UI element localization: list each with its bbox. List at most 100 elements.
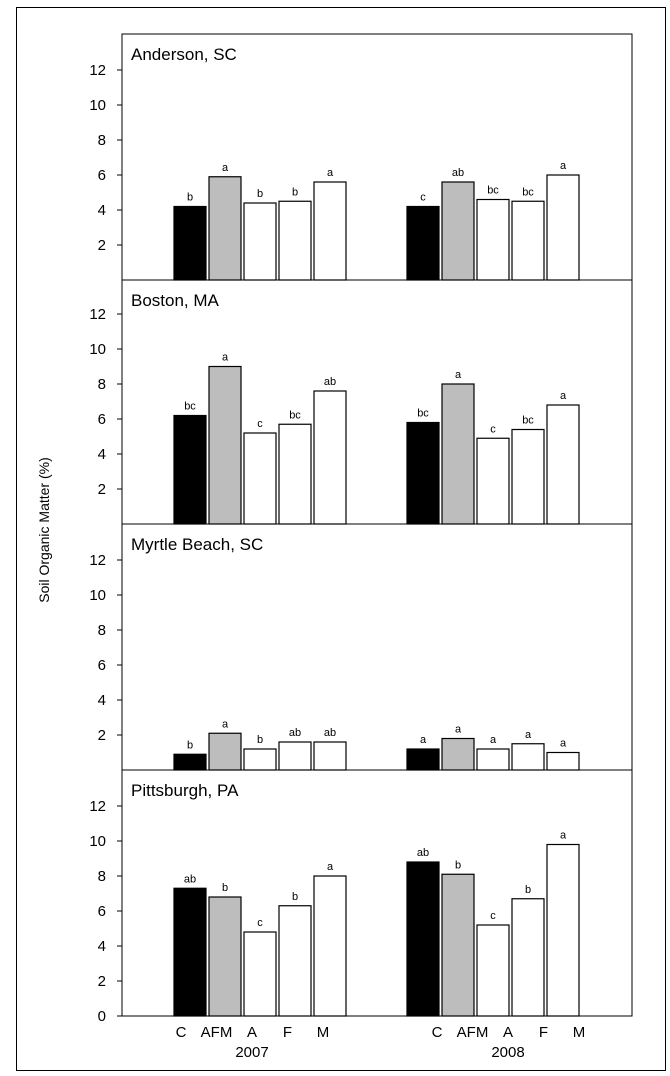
panel-3-title: Pittsburgh, PA <box>131 781 239 800</box>
panel-1-ytick-label-10: 10 <box>89 341 106 358</box>
bar-3-2007-C <box>173 887 207 1017</box>
x-tick-label-2007-A: A <box>247 1024 257 1041</box>
sig-label-3-2007-C: ab <box>184 873 196 885</box>
x-tick-label-2008-AFM: AFM <box>457 1024 489 1041</box>
x-tick-label-2007-M: M <box>317 1024 330 1041</box>
bar-2-2008-AFM <box>441 737 475 771</box>
sig-label-1-2008-F: bc <box>522 415 534 427</box>
sig-label-2-2008-AFM: a <box>455 724 462 736</box>
bar-2-2007-AFM <box>208 732 242 771</box>
bar-2-2007-M <box>313 741 347 771</box>
panel-0-ytick-label-8: 8 <box>98 132 106 149</box>
bar-1-2007-A <box>243 432 277 525</box>
sig-label-0-2008-C: c <box>420 192 426 204</box>
panel-2-ytick-label-4: 4 <box>98 692 106 709</box>
panel-2-ytick-label-8: 8 <box>98 622 106 639</box>
sig-label-3-2008-F: b <box>525 884 531 896</box>
sig-label-0-2008-AFM: ab <box>452 167 464 179</box>
bar-0-2007-AFM <box>208 176 242 281</box>
sig-label-1-2007-AFM: a <box>222 352 229 364</box>
panel-0-ytick-label-10: 10 <box>89 97 106 114</box>
x-year-label-2007: 2007 <box>235 1044 268 1061</box>
bar-0-2008-F <box>511 200 545 281</box>
bar-2-2008-M <box>546 751 580 771</box>
bar-1-2007-AFM <box>208 365 242 525</box>
x-tick-label-2008-M: M <box>573 1024 586 1041</box>
panel-1-ytick-label-6: 6 <box>98 411 106 428</box>
panel-2-title: Myrtle Beach, SC <box>131 535 263 554</box>
bar-0-2008-AFM <box>441 181 475 281</box>
y-axis-label: Soil Organic Matter (%) <box>36 457 52 602</box>
panel-1-title: Boston, MA <box>131 291 220 310</box>
bar-3-2007-M <box>313 875 347 1017</box>
bar-0-2007-M <box>313 181 347 281</box>
bar-1-2007-C <box>173 414 207 525</box>
sig-label-2-2007-M: ab <box>324 727 336 739</box>
sig-label-2-2007-AFM: a <box>222 718 229 730</box>
bar-3-2008-A <box>476 924 510 1017</box>
sig-label-0-2008-F: bc <box>522 186 534 198</box>
sig-label-3-2008-M: a <box>560 830 567 842</box>
bar-0-2008-A <box>476 198 510 281</box>
panel-2-ytick-label-2: 2 <box>98 727 106 744</box>
bar-3-2007-A <box>243 931 277 1017</box>
sig-label-1-2007-F: bc <box>289 409 301 421</box>
bar-1-2008-F <box>511 428 545 525</box>
sig-label-2-2008-M: a <box>560 738 567 750</box>
x-tick-label-2007-F: F <box>283 1024 292 1041</box>
bar-1-2008-A <box>476 437 510 525</box>
bar-2-2007-C <box>173 753 207 771</box>
panel-0-ytick-label-2: 2 <box>98 237 106 254</box>
sig-label-1-2008-A: c <box>490 423 496 435</box>
bar-0-2007-A <box>243 202 277 281</box>
panel-3-ytick-label-4: 4 <box>98 938 106 955</box>
panel-2-ytick-label-10: 10 <box>89 587 106 604</box>
figure-frame <box>16 7 666 1071</box>
panel-3-ytick-label-10: 10 <box>89 833 106 850</box>
sig-label-3-2008-AFM: b <box>455 859 461 871</box>
sig-label-1-2008-C: bc <box>417 408 429 420</box>
bar-1-2007-M <box>313 390 347 525</box>
sig-label-1-2008-AFM: a <box>455 369 462 381</box>
x-tick-label-2008-F: F <box>539 1024 548 1041</box>
panel-1-ytick-label-2: 2 <box>98 481 106 498</box>
x-tick-label-2007-C: C <box>176 1024 187 1041</box>
x-tick-label-2008-A: A <box>503 1024 513 1041</box>
sig-label-0-2007-C: b <box>187 192 193 204</box>
panel-0-ytick-label-6: 6 <box>98 167 106 184</box>
bar-1-2008-AFM <box>441 383 475 525</box>
panel-3-ytick-label-0: 0 <box>98 1008 106 1025</box>
panel-2-border <box>121 523 633 771</box>
sig-label-0-2008-M: a <box>560 160 567 172</box>
sig-label-3-2008-C: ab <box>417 847 429 859</box>
bar-2-2007-A <box>243 748 277 771</box>
sig-label-2-2007-F: ab <box>289 727 301 739</box>
sig-label-2-2008-C: a <box>420 734 427 746</box>
panel-1-ytick-label-8: 8 <box>98 376 106 393</box>
bar-3-2008-M <box>546 843 580 1017</box>
bar-1-2008-M <box>546 404 580 525</box>
bar-3-2008-C <box>406 861 440 1017</box>
sig-label-2-2007-A: b <box>257 734 263 746</box>
sig-label-2-2008-F: a <box>525 729 532 741</box>
sig-label-3-2008-A: c <box>490 910 496 922</box>
panel-3-ytick-label-2: 2 <box>98 973 106 990</box>
bar-3-2007-AFM <box>208 896 242 1017</box>
sig-label-0-2007-AFM: a <box>222 162 229 174</box>
x-tick-label-2008-C: C <box>432 1024 443 1041</box>
panel-1-ytick-label-4: 4 <box>98 446 106 463</box>
sig-label-3-2007-M: a <box>327 861 334 873</box>
bar-3-2008-F <box>511 898 545 1017</box>
sig-label-3-2007-F: b <box>292 891 298 903</box>
bar-0-2007-C <box>173 205 207 281</box>
sig-label-1-2007-A: c <box>257 418 263 430</box>
panel-2-ytick-label-12: 12 <box>89 552 106 569</box>
panel-3-ytick-label-12: 12 <box>89 798 106 815</box>
panel-3-ytick-label-6: 6 <box>98 903 106 920</box>
panel-3-ytick-label-8: 8 <box>98 868 106 885</box>
bar-1-2007-F <box>278 423 312 525</box>
bar-2-2008-A <box>476 748 510 771</box>
x-tick-label-2007-AFM: AFM <box>201 1024 233 1041</box>
panel-2-ytick-label-6: 6 <box>98 657 106 674</box>
sig-label-0-2008-A: bc <box>487 185 499 197</box>
